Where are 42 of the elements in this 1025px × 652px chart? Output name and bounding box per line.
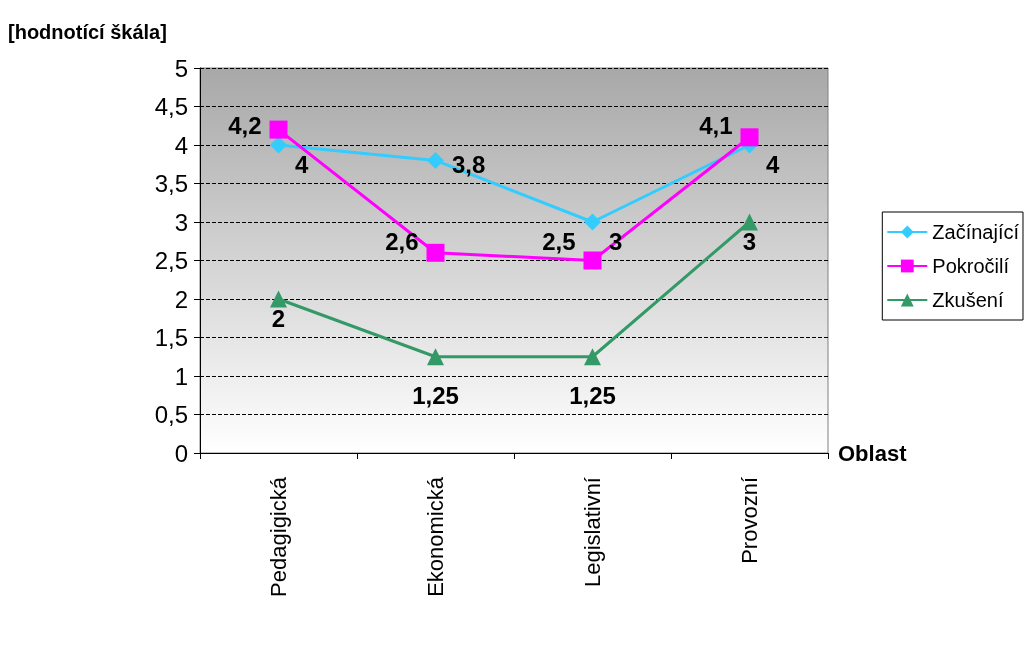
data-label: 2,5 [542, 227, 576, 255]
y-axis-title: [hodnotící škála] [8, 21, 167, 43]
data-label: 1,25 [569, 381, 616, 409]
legend-label: Pokročilí [932, 255, 1010, 277]
data-label: 4,1 [699, 112, 733, 140]
y-tick-label: 4 [174, 131, 188, 159]
point [740, 128, 759, 147]
x-tick-label: Ekonomická [423, 476, 448, 597]
point [584, 348, 601, 366]
x-tick-label: Legislativní [580, 477, 605, 588]
y-tick-label: 5 [174, 54, 188, 82]
legend-label: Zkušení [932, 289, 1004, 311]
y-tick-label: 3 [174, 208, 188, 236]
data-label: 3,8 [452, 150, 486, 178]
y-tick-label: 3,5 [154, 170, 188, 197]
y-tick-label: 2,5 [154, 247, 188, 274]
y-tick-label: 4,5 [154, 93, 188, 120]
point [583, 251, 602, 270]
y-tick-label: 2 [174, 285, 188, 313]
point [584, 213, 601, 231]
y-tick-label: 0 [174, 439, 188, 467]
point [270, 136, 287, 154]
data-label: 4 [766, 150, 780, 178]
data-label: 2,6 [385, 227, 419, 255]
y-tick-label: 1,5 [154, 324, 188, 351]
legend-label: Začínající [932, 221, 1020, 243]
data-label: 2 [271, 304, 286, 332]
data-label: 4 [295, 150, 309, 178]
data-label: 4,2 [228, 112, 262, 140]
point [426, 243, 445, 262]
point [270, 290, 287, 308]
x-tick-label: Provozní [737, 477, 762, 564]
x-axis-title: Oblast [838, 440, 908, 466]
y-tick-label: 1 [174, 362, 188, 390]
point [427, 151, 444, 169]
y-tick-label: 0,5 [154, 401, 188, 428]
x-tick-label: Pedagigická [266, 476, 291, 597]
data-label: 1,25 [412, 381, 459, 409]
point [427, 348, 444, 366]
data-label: 3 [742, 227, 757, 255]
point [741, 213, 758, 231]
point [269, 120, 288, 139]
